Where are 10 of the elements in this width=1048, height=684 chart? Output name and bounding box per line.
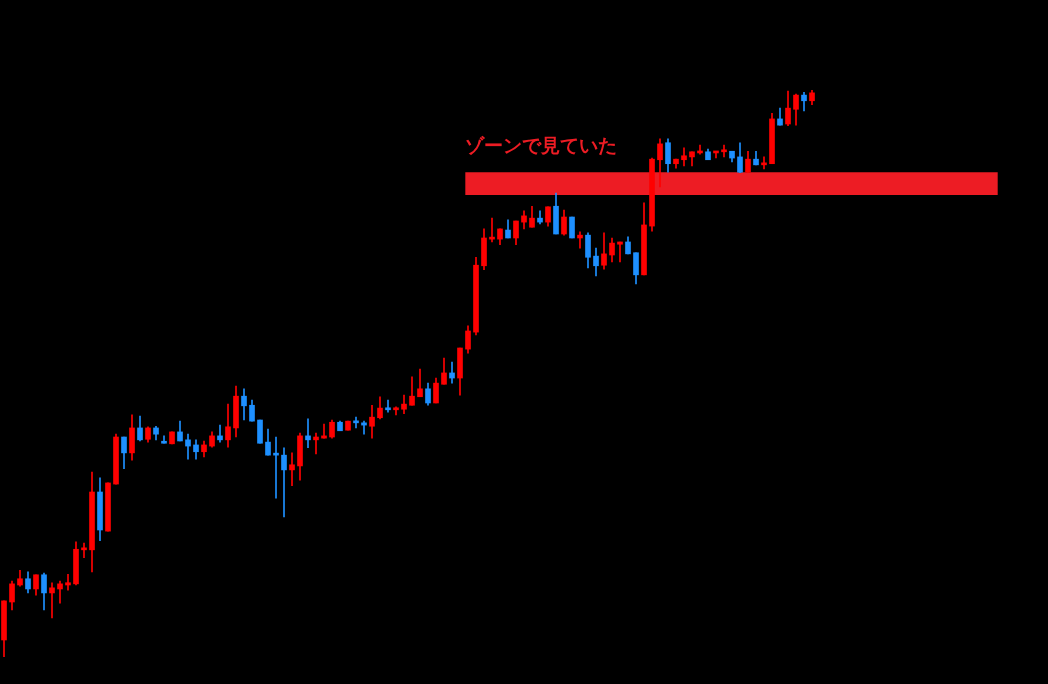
candlestick [313, 432, 319, 455]
band-label: ゾーンで見ていた [465, 133, 618, 156]
candlestick [577, 231, 583, 249]
candlestick [305, 418, 311, 449]
candlestick [65, 573, 71, 591]
candlestick [289, 452, 295, 487]
candlestick [49, 582, 55, 619]
candlestick [217, 424, 223, 443]
candlestick [281, 447, 287, 518]
candlestick [617, 241, 623, 263]
